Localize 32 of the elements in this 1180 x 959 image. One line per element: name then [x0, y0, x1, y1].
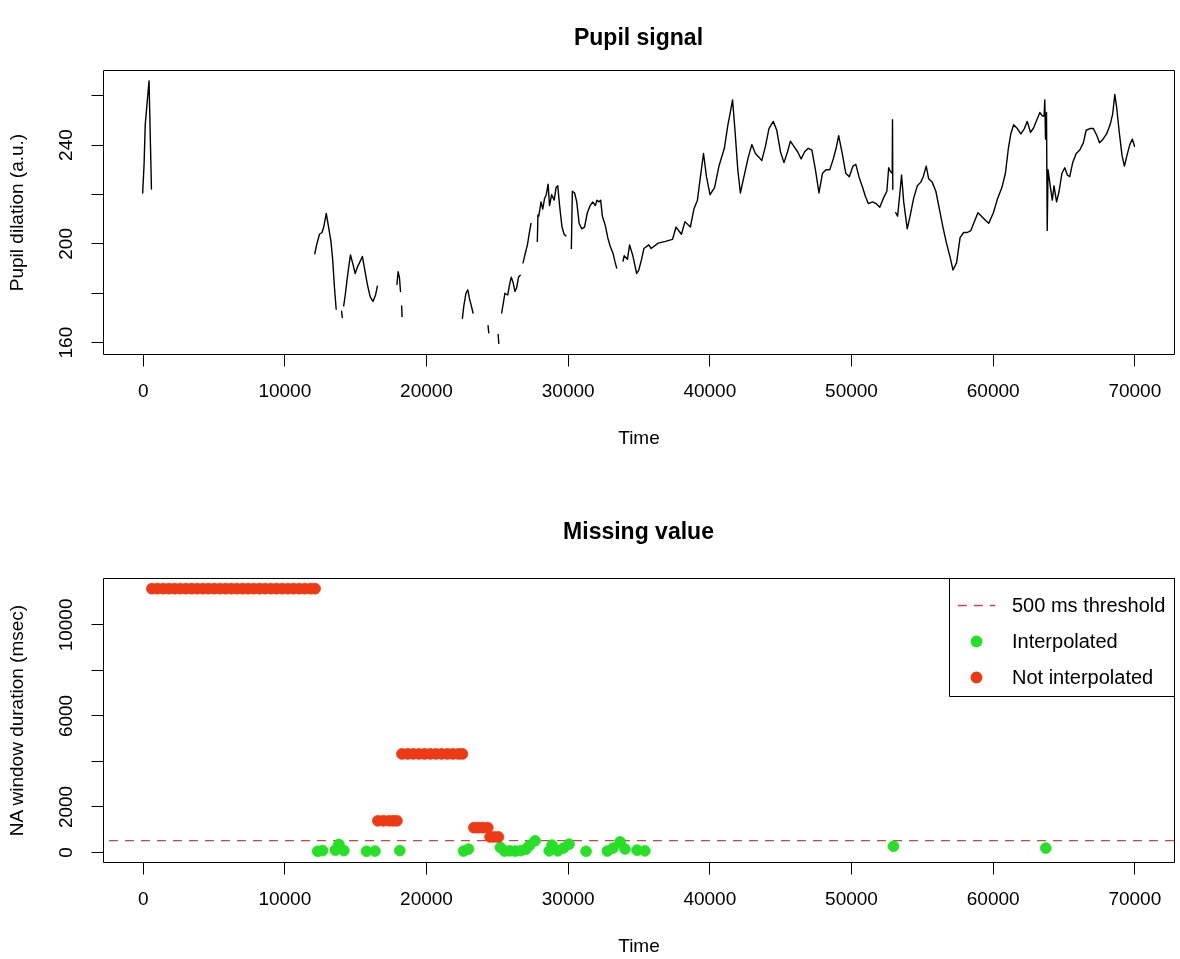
x-tick-label: 50000 [825, 379, 878, 401]
y-tick-label: 0 [54, 847, 76, 858]
x-tick-label: 20000 [400, 887, 453, 909]
x-tick-label: 70000 [1108, 379, 1162, 401]
x-tick-label: 20000 [400, 379, 453, 401]
x-axis-title: Time [618, 426, 660, 448]
x-tick-label: 40000 [683, 887, 737, 909]
x-tick-label: 40000 [683, 379, 737, 401]
x-tick-label: 30000 [541, 379, 595, 401]
y-axis-title: Pupil dilation (a.u.) [5, 133, 27, 292]
x-tick-label: 10000 [258, 379, 312, 401]
x-tick-label: 30000 [541, 887, 595, 909]
x-tick-label: 0 [137, 887, 149, 909]
x-tick-label: 0 [137, 379, 149, 401]
y-tick-label: 10000 [54, 598, 76, 652]
x-tick-label: 10000 [258, 887, 312, 909]
x-tick-label: 60000 [966, 379, 1020, 401]
y-axis-title: NA window duration (msec) [5, 604, 27, 837]
y-tick-label: 200 [54, 228, 76, 260]
chart-title: Pupil signal [573, 24, 704, 50]
y-tick-label: 240 [54, 129, 76, 161]
y-tick-label: 160 [54, 326, 76, 359]
y-tick-label: 6000 [54, 694, 76, 738]
legend-label: 500 ms threshold [1012, 593, 1166, 616]
x-axis-title: Time [618, 934, 660, 956]
legend-label: Not interpolated [1012, 665, 1154, 688]
y-tick-label: 2000 [54, 785, 76, 829]
x-tick-label: 60000 [966, 887, 1020, 909]
x-tick-label: 70000 [1108, 887, 1162, 909]
x-tick-label: 50000 [825, 887, 878, 909]
legend-label: Interpolated [1012, 629, 1118, 652]
chart-title: Missing value [563, 517, 714, 544]
